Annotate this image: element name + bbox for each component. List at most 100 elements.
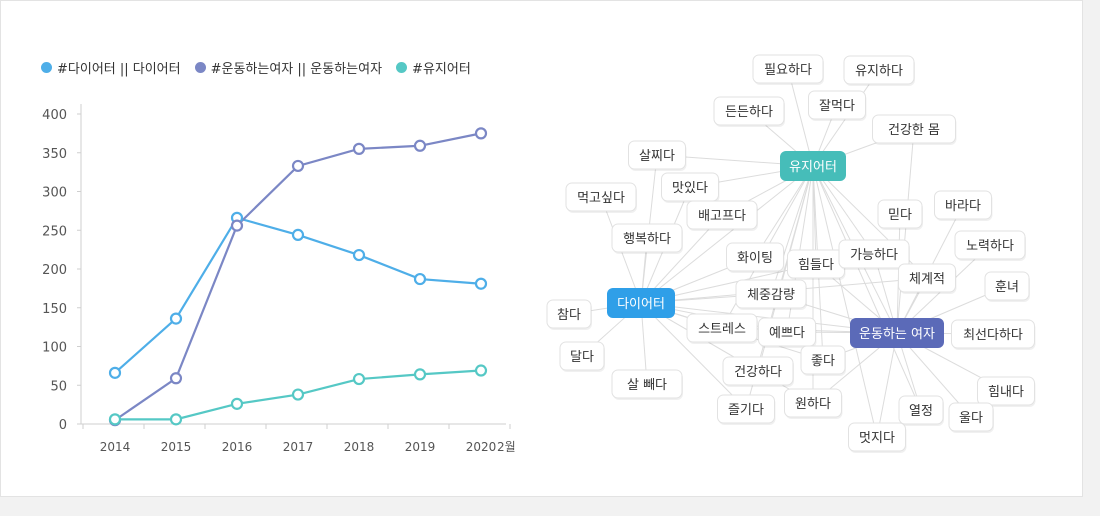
keyword-node-box (565, 182, 637, 212)
keyword-node[interactable]: 스트레스 (686, 313, 758, 344)
keyword-node[interactable]: 달다 (559, 341, 605, 372)
hub-node-keep[interactable]: 유지어터 (780, 151, 846, 181)
y-tick-label: 350 (42, 147, 67, 162)
hub-node-box (850, 318, 944, 348)
keyword-node[interactable]: 배고프다 (686, 200, 758, 231)
data-point-1-2 (230, 219, 244, 232)
keyword-node-label: 원하다 (795, 397, 831, 412)
legend-label-workout-women: #운동하는여자 || 운동하는여자 (210, 61, 383, 77)
keyword-node-label: 배고프다 (698, 209, 746, 224)
keyword-node[interactable]: 믿다 (877, 199, 923, 230)
legend-item-maintainer[interactable]: #유지어터 (396, 58, 471, 77)
keyword-node[interactable]: 맛있다 (661, 172, 720, 203)
keyword-node-label: 예쁘다 (769, 326, 805, 341)
y-tick-label: 0 (59, 418, 67, 433)
keyword-node[interactable]: 든든하다 (713, 96, 785, 127)
keyword-node-label: 울다 (959, 411, 983, 426)
keyword-node-label: 힘내다 (988, 385, 1024, 400)
keyword-node-box (934, 190, 992, 220)
keyword-node[interactable]: 먹고싶다 (565, 182, 637, 213)
keyword-node[interactable]: 힘들다 (787, 249, 846, 280)
data-point-1-5 (413, 139, 427, 152)
keyword-node-box (661, 172, 719, 202)
keyword-node[interactable]: 훈녀 (984, 271, 1030, 302)
keyword-node[interactable]: 건강하다 (722, 356, 794, 387)
keyword-node-box (872, 114, 956, 144)
keyword-node-label: 열정 (909, 404, 933, 419)
keyword-node-box (954, 230, 1026, 260)
keyword-node[interactable]: 필요하다 (752, 54, 824, 85)
keyword-node[interactable]: 최선다하다 (951, 319, 1036, 350)
keyword-node-box (758, 317, 816, 347)
keyword-node-label: 멋지다 (859, 431, 895, 446)
data-point-2-5 (413, 368, 427, 381)
edge-diet-n31 (640, 302, 747, 410)
keyword-node-box (848, 422, 906, 452)
edge-keep-n30 (812, 165, 922, 411)
chart-card: #다이어터 || 다이어터 #운동하는여자 || 운동하는여자 #유지어터 0 5… (0, 0, 1083, 497)
data-point-0-6 (474, 277, 488, 290)
keyword-node-label: 유지하다 (855, 64, 903, 79)
edge-keep-n14 (754, 165, 814, 258)
keyword-node-box (977, 376, 1035, 406)
keyword-node[interactable]: 화이팅 (726, 242, 785, 273)
keyword-node-label: 즐기다 (728, 403, 764, 418)
edge-women-n5 (896, 128, 915, 334)
legend-label-maintainer: #유지어터 (412, 61, 471, 77)
legend-label-dieter: #다이어터 || 다이어터 (57, 61, 181, 77)
hub-node-women[interactable]: 운동하는 여자 (850, 318, 944, 348)
keyword-node-box (559, 341, 605, 371)
edge-keep-n1 (787, 68, 814, 167)
keyword-node[interactable]: 원하다 (784, 388, 843, 419)
keyword-node[interactable]: 즐기다 (717, 394, 776, 425)
keyword-node-label: 행복하다 (623, 231, 671, 247)
keyword-node-label: 체계적 (909, 272, 945, 287)
keyword-node-label: 든든하다 (725, 105, 773, 120)
legend-item-dieter[interactable]: #다이어터 || 다이어터 (41, 58, 181, 77)
keyword-node-box (784, 388, 842, 418)
keyword-node-label: 필요하다 (764, 63, 812, 78)
keyword-node[interactable]: 힘내다 (977, 376, 1036, 407)
keyword-node[interactable]: 살찌다 (628, 140, 687, 171)
series-line-1 (114, 132, 482, 422)
keyword-node-label: 최선다하다 (963, 328, 1023, 343)
keyword-node[interactable]: 살 빼다 (611, 369, 683, 400)
keyword-node[interactable]: 노력하다 (954, 230, 1026, 261)
keyword-node[interactable]: 바라다 (934, 190, 993, 221)
keyword-node-box (546, 299, 592, 329)
keyword-node-box (898, 263, 956, 293)
keyword-node-label: 잘먹다 (819, 99, 855, 114)
keyword-node[interactable]: 좋다 (800, 345, 846, 376)
keyword-node[interactable]: 체계적 (898, 263, 957, 294)
legend-swatch-maintainer (396, 61, 408, 73)
keyword-node[interactable]: 체중감량 (735, 279, 807, 310)
x-tick-label: 2014 (100, 440, 131, 454)
data-point-1-1 (169, 372, 183, 385)
data-point-2-0 (108, 413, 122, 426)
keyword-node[interactable]: 잘먹다 (808, 90, 867, 121)
keyword-node[interactable]: 예쁘다 (758, 317, 817, 348)
keyword-node[interactable]: 멋지다 (848, 422, 907, 453)
data-point-2-6 (474, 364, 488, 377)
legend-swatch-workout-women (194, 61, 206, 73)
keyword-node-box (628, 140, 686, 170)
data-point-0-3 (291, 228, 305, 241)
keyword-node[interactable]: 열정 (898, 395, 944, 426)
keyword-node[interactable]: 건강한 몸 (872, 114, 957, 145)
keyword-node[interactable]: 행복하다 (611, 223, 683, 254)
keyword-node-label: 살찌다 (639, 149, 675, 164)
keyword-node[interactable]: 유지하다 (843, 55, 915, 86)
keyword-node[interactable]: 가능하다 (838, 239, 910, 270)
data-point-2-3 (291, 388, 305, 401)
x-tick-label: 2019 (405, 440, 436, 454)
legend-item-workout-women[interactable]: #운동하는여자 || 운동하는여자 (194, 58, 383, 77)
keyword-node-label: 좋다 (811, 354, 835, 369)
keyword-node-label: 훈녀 (995, 280, 1019, 295)
keyword-node[interactable]: 울다 (948, 402, 994, 433)
y-tick-label: 200 (42, 263, 67, 278)
keyword-node[interactable]: 참다 (546, 299, 592, 330)
hub-node-diet[interactable]: 다이어터 (607, 288, 675, 318)
keyword-node-label: 힘들다 (798, 258, 834, 273)
x-tick-label: 2017 (283, 440, 314, 454)
